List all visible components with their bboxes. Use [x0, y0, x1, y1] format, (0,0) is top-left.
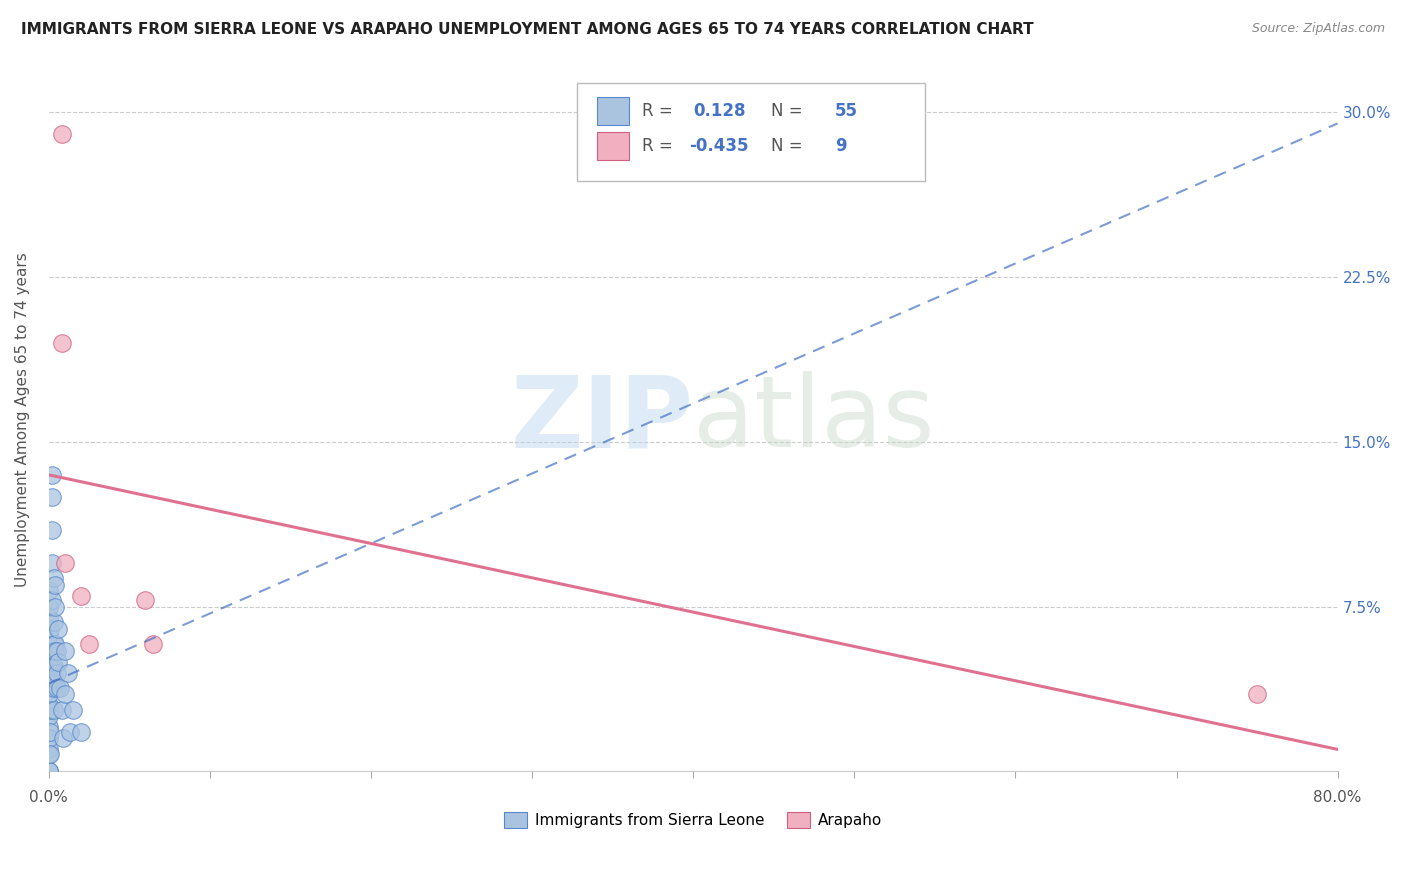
Point — [42, 637, 65, 651]
Y-axis label: Unemployment Among Ages 65 to 74 years: Unemployment Among Ages 65 to 74 years — [15, 252, 30, 587]
Point — [38, 742, 60, 756]
Point — [51, 336, 73, 351]
Point — [38, 764, 60, 779]
Point — [38, 709, 60, 723]
Text: IMMIGRANTS FROM SIERRA LEONE VS ARAPAHO UNEMPLOYMENT AMONG AGES 65 TO 74 YEARS C: IMMIGRANTS FROM SIERRA LEONE VS ARAPAHO … — [21, 22, 1033, 37]
Point — [38, 584, 60, 599]
Point — [52, 731, 75, 746]
Point — [41, 490, 63, 504]
Bar — [596, 96, 628, 125]
Point — [42, 571, 65, 585]
Text: N =: N = — [770, 136, 807, 155]
Point — [38, 681, 60, 695]
Point — [39, 672, 62, 686]
Point — [70, 589, 93, 603]
Legend: Immigrants from Sierra Leone, Arapaho: Immigrants from Sierra Leone, Arapaho — [498, 805, 889, 834]
Text: Source: ZipAtlas.com: Source: ZipAtlas.com — [1251, 22, 1385, 36]
Text: atlas: atlas — [693, 371, 935, 468]
Point — [42, 672, 65, 686]
Point — [41, 556, 63, 570]
Point — [39, 747, 62, 761]
Point — [51, 128, 73, 142]
Point — [38, 599, 60, 614]
Text: R =: R = — [641, 102, 678, 120]
Bar — [596, 132, 628, 160]
Point — [45, 665, 67, 680]
Point — [38, 610, 60, 624]
Point — [51, 703, 73, 717]
Point — [42, 615, 65, 629]
Point — [41, 523, 63, 537]
Point — [41, 659, 63, 673]
Point — [41, 467, 63, 482]
Point — [44, 577, 66, 591]
Point — [38, 698, 60, 713]
Point — [62, 703, 84, 717]
Point — [49, 681, 72, 695]
Point — [38, 688, 60, 702]
Text: -0.435: -0.435 — [689, 136, 749, 155]
Point — [53, 688, 76, 702]
Text: 9: 9 — [835, 136, 846, 155]
Point — [53, 556, 76, 570]
Point — [45, 681, 67, 695]
Point — [42, 681, 65, 695]
Point — [45, 643, 67, 657]
Point — [44, 643, 66, 657]
Point — [38, 643, 60, 657]
Point — [38, 731, 60, 746]
Point — [38, 764, 60, 779]
Point — [134, 593, 156, 607]
Point — [39, 724, 62, 739]
Point — [77, 637, 100, 651]
Point — [42, 703, 65, 717]
Text: 55: 55 — [835, 102, 858, 120]
Point — [1246, 688, 1268, 702]
FancyBboxPatch shape — [578, 83, 925, 181]
Point — [39, 703, 62, 717]
Point — [41, 593, 63, 607]
Text: ZIP: ZIP — [510, 371, 693, 468]
Point — [70, 724, 93, 739]
Point — [44, 637, 66, 651]
Text: 80.0%: 80.0% — [1313, 789, 1362, 805]
Point — [53, 643, 76, 657]
Text: R =: R = — [641, 136, 678, 155]
Point — [42, 659, 65, 673]
Text: 0.128: 0.128 — [693, 102, 745, 120]
Point — [142, 637, 165, 651]
Text: 0.0%: 0.0% — [30, 789, 67, 805]
Point — [38, 628, 60, 642]
Point — [42, 643, 65, 657]
Point — [39, 622, 62, 636]
Point — [39, 659, 62, 673]
Point — [39, 643, 62, 657]
Point — [38, 747, 60, 761]
Point — [48, 655, 70, 669]
Point — [38, 659, 60, 673]
Point — [59, 724, 82, 739]
Point — [48, 622, 70, 636]
Point — [56, 665, 79, 680]
Point — [44, 599, 66, 614]
Point — [38, 721, 60, 735]
Text: N =: N = — [770, 102, 803, 120]
